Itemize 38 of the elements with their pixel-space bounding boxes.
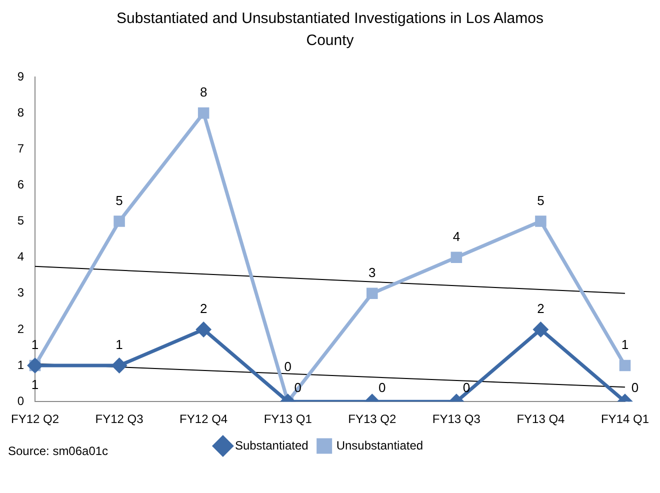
chart-title: Substantiated and Unsubstantiated Investigations in Los Alamos County [116,9,544,51]
data-label: 2 [200,301,208,316]
data-label: 1 [621,337,629,352]
x-tick-label: FY13 Q2 [348,412,396,426]
x-tick-label: FY13 Q1 [264,412,312,426]
data-label: 3 [368,264,376,280]
data-label: 5 [116,192,123,208]
data-label: 5 [537,192,544,208]
data-label: 0 [294,380,302,396]
y-tick-label: 3 [17,286,24,300]
y-tick-label: 7 [17,141,24,156]
data-label: 1 [116,337,123,352]
data-label: 1 [31,377,39,392]
y-tick-label: 9 [17,69,24,84]
x-tick-label: FY12 Q3 [95,412,144,426]
data-label: 2 [537,301,544,316]
x-tick-label: FY14 Q1 [600,412,650,426]
data-label: 0 [378,380,386,396]
x-tick-label: FY13 Q4 [516,412,566,426]
data-label: 8 [200,84,208,100]
y-tick-label: 6 [17,178,24,192]
y-tick-label: 1 [17,358,24,372]
x-tick-label: FY13 Q3 [432,412,481,426]
y-tick-label: 5 [17,214,24,228]
data-label: 0 [631,380,639,396]
x-tick-label: FY12 Q4 [180,412,228,426]
legend-label: Unsubstantiated [336,438,424,452]
y-tick-label: 0 [17,394,24,408]
data-label: 0 [462,380,470,396]
legend-label: Substantiated [234,438,308,452]
data-label: 0 [284,359,292,374]
y-tick-label: 4 [17,250,24,264]
data-label: 4 [452,228,460,244]
y-tick-label: 2 [17,322,24,336]
data-label: 1 [31,337,39,352]
x-tick-label: FY12 Q2 [10,412,60,426]
source-note: Source: sm06a01c [8,444,108,458]
y-tick-label: 8 [17,105,24,120]
